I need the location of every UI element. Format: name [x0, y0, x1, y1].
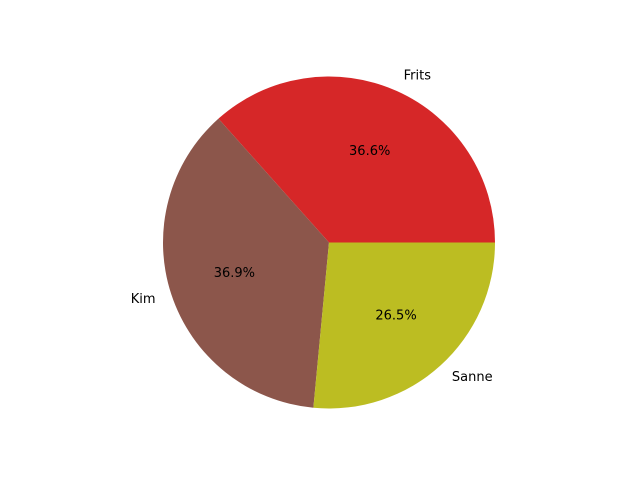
- pie-category-label-kim: Kim: [131, 292, 156, 307]
- pie-pct-label-sanne: 26.5%: [375, 309, 416, 324]
- pie-category-label-sanne: Sanne: [452, 370, 493, 385]
- pie-pct-label-frits: 36.6%: [349, 144, 390, 159]
- pie-category-label-frits: Frits: [404, 68, 432, 83]
- pie-pct-label-kim: 36.9%: [214, 266, 255, 281]
